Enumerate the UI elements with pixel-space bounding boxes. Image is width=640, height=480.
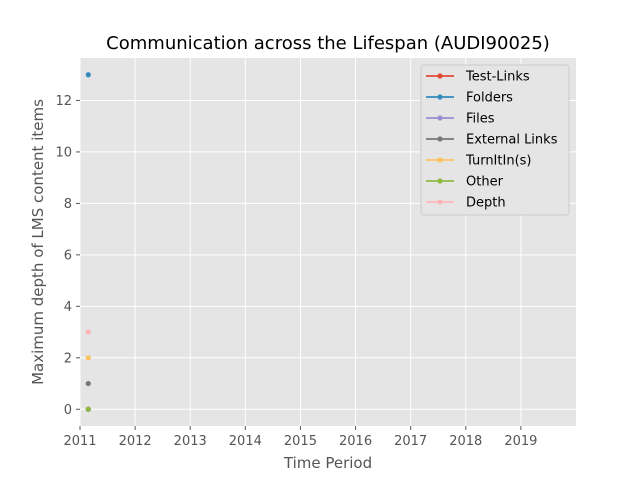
data-marks — [85, 72, 91, 412]
x-tick-label: 2017 — [394, 434, 427, 449]
data-point — [85, 72, 91, 78]
y-axis-label: Maximum depth of LMS content items — [29, 99, 47, 385]
legend-label: External Links — [466, 133, 558, 148]
legend-box — [420, 64, 570, 216]
x-tick-label: 2019 — [504, 434, 537, 449]
legend-marker — [437, 199, 443, 205]
x-tick-label: 2018 — [449, 434, 482, 449]
data-point — [85, 355, 91, 361]
x-tick-label: 2014 — [229, 434, 262, 449]
legend-label: Depth — [466, 196, 506, 211]
legend-marker — [437, 178, 443, 184]
legend-marker — [437, 94, 443, 100]
y-tick-label: 0 — [64, 403, 72, 418]
y-tick-label: 4 — [64, 300, 72, 315]
legend-marker — [437, 157, 443, 163]
x-tick-label: 2011 — [63, 434, 96, 449]
legend-marker — [437, 73, 443, 79]
y-tick-label: 6 — [64, 248, 72, 263]
legend-marker — [437, 136, 443, 142]
y-tick-label: 8 — [64, 197, 72, 212]
y-tick-label: 10 — [55, 145, 72, 160]
data-point — [85, 380, 91, 387]
x-axis-label: Time Period — [283, 454, 372, 472]
data-point — [85, 406, 91, 412]
chart-title: Communication across the Lifespan (AUDI9… — [106, 33, 550, 54]
y-tick-label: 2 — [64, 351, 72, 366]
x-tick-label: 2016 — [339, 434, 372, 449]
y-tick-label: 12 — [55, 94, 72, 109]
legend-label: Folders — [466, 91, 513, 106]
x-tick-label: 2012 — [119, 434, 152, 449]
x-tick-label: 2013 — [174, 434, 207, 449]
axis-ticks: 2011 2012 2013 2014 2015 2016 2017 2018 2019 0 2 4 6… — [55, 94, 537, 449]
legend-label: Test-Links — [465, 70, 530, 85]
legend-label: Other — [466, 175, 504, 190]
legend-label: TurnItIn(s) — [465, 154, 531, 169]
legend-marker — [437, 115, 443, 121]
x-tick-label: 2015 — [284, 434, 317, 449]
data-point — [85, 329, 91, 335]
legend-label: Files — [466, 112, 495, 127]
legend: Test-Links Folders Files External Links Turn… — [420, 64, 570, 216]
